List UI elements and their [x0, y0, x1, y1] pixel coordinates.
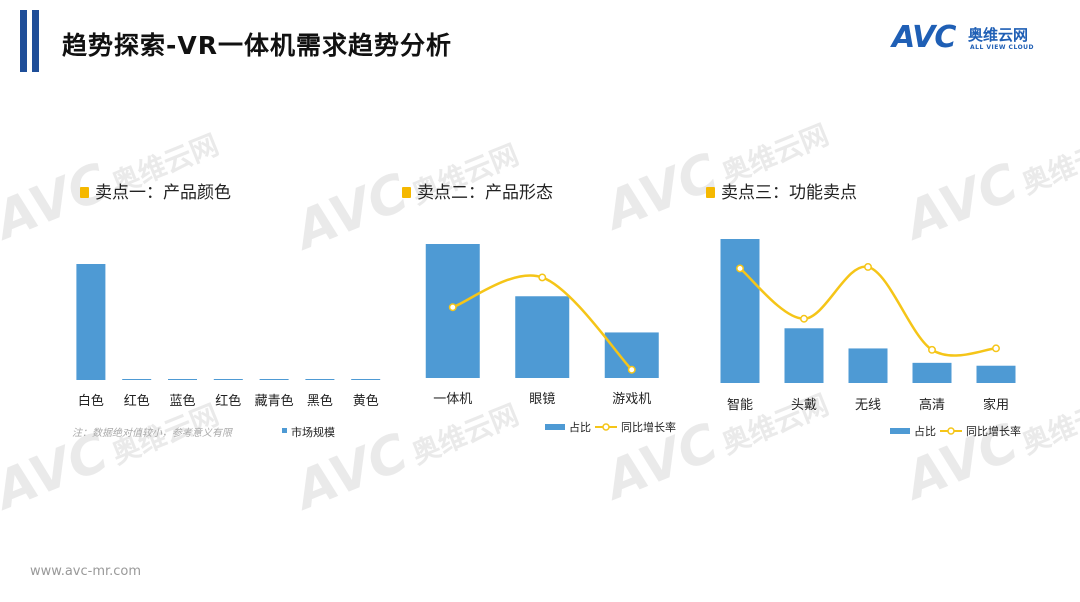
bullet-icon: [706, 187, 715, 198]
growth-rate-point: [538, 273, 547, 282]
category-label: 头戴: [791, 398, 817, 413]
category-label: 藏青色: [255, 393, 294, 409]
bar: [515, 296, 570, 378]
legend-label: 占比: [569, 420, 591, 434]
legend-line-marker: [602, 423, 610, 431]
category-label: 一体机: [433, 392, 472, 407]
bar: [76, 264, 106, 380]
legend-label: 占比: [914, 424, 936, 438]
footer-url[interactable]: www.avc-mr.com: [30, 564, 142, 579]
bar: [168, 379, 197, 380]
legend-swatch: [282, 428, 287, 433]
legend-label: 同比增长率: [966, 424, 1021, 438]
bar: [122, 379, 152, 380]
header-accent-bar: [20, 10, 27, 72]
growth-rate-point: [448, 303, 457, 312]
logo-mark: AVC: [892, 20, 956, 55]
bar: [720, 239, 760, 383]
legend-swatch: [890, 428, 910, 434]
category-label: 蓝色: [169, 393, 195, 409]
category-label: 游戏机: [612, 392, 651, 407]
bullet-icon: [80, 187, 89, 198]
bar: [848, 348, 888, 383]
category-label: 家用: [983, 397, 1009, 413]
section-title: 卖点一：产品颜色: [80, 178, 231, 203]
bar: [259, 379, 289, 380]
bar: [351, 379, 381, 380]
category-label: 黄色: [353, 393, 379, 409]
category-label: 红色: [215, 393, 241, 409]
page-title: 趋势探索-VR一体机需求趋势分析: [62, 31, 452, 60]
category-label: 高清: [919, 397, 945, 413]
growth-rate-point: [736, 264, 744, 273]
growth-rate-line: [739, 265, 997, 357]
legend-swatch: [545, 424, 565, 430]
category-label: 眼镜: [529, 392, 555, 407]
section-title: 卖点二：产品形态: [402, 178, 553, 203]
legend-line-marker: [947, 427, 955, 435]
growth-rate-point: [864, 263, 872, 271]
growth-rate-point: [928, 345, 936, 354]
growth-rate-point: [800, 314, 808, 323]
bar: [976, 365, 1016, 383]
logo-name-en: ALL VIEW CLOUD: [970, 44, 1035, 51]
logo-name-cn: 奥维云网: [968, 26, 1029, 44]
section-title: 卖点三：功能卖点: [706, 178, 857, 203]
bar: [305, 379, 335, 380]
legend-label: 同比增长率: [621, 420, 676, 434]
legend-label: 市场规模: [291, 425, 335, 439]
category-label: 白色: [78, 393, 104, 409]
bar: [213, 379, 243, 380]
growth-rate-point: [627, 365, 636, 374]
bar: [784, 328, 824, 383]
bar: [912, 362, 952, 383]
chart-note: 注：数据绝对值较小，参考意义有限: [72, 427, 233, 439]
category-label: 无线: [855, 398, 881, 413]
category-label: 黑色: [307, 393, 333, 409]
category-label: 智能: [727, 398, 753, 413]
growth-rate-point: [992, 344, 1000, 353]
bullet-icon: [402, 187, 411, 198]
brand-logo: AVC 奥维云网 ALL VIEW CLOUD: [892, 20, 1034, 55]
category-label: 红色: [124, 393, 150, 409]
header-accent-bar: [32, 10, 39, 72]
